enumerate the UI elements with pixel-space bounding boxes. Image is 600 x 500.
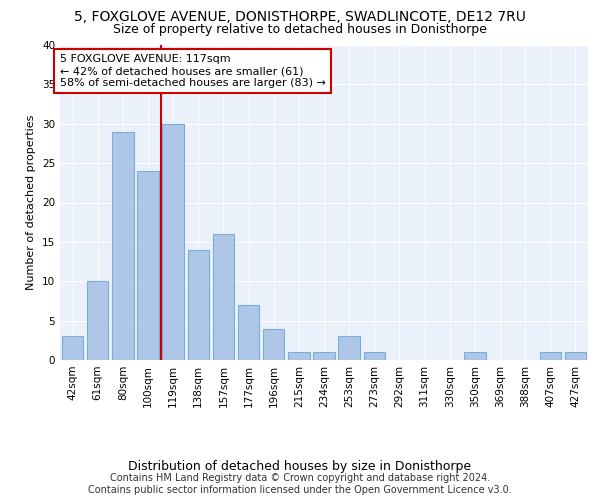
Bar [313, 352, 335, 360]
Bar [213, 234, 234, 360]
Text: 5 FOXGLOVE AVENUE: 117sqm
← 42% of detached houses are smaller (61)
58% of semi-: 5 FOXGLOVE AVENUE: 117sqm ← 42% of detac… [60, 54, 326, 88]
Bar [163, 124, 184, 360]
Text: Distribution of detached houses by size in Donisthorpe: Distribution of detached houses by size … [128, 460, 472, 473]
Bar [137, 171, 158, 360]
Bar [62, 336, 83, 360]
Bar [288, 352, 310, 360]
Bar [87, 281, 109, 360]
Bar [188, 250, 209, 360]
Text: Contains HM Land Registry data © Crown copyright and database right 2024.
Contai: Contains HM Land Registry data © Crown c… [88, 474, 512, 495]
Bar [338, 336, 360, 360]
Bar [263, 328, 284, 360]
Bar [565, 352, 586, 360]
Bar [112, 132, 134, 360]
Bar [539, 352, 561, 360]
Bar [238, 305, 259, 360]
Y-axis label: Number of detached properties: Number of detached properties [26, 115, 37, 290]
Text: 5, FOXGLOVE AVENUE, DONISTHORPE, SWADLINCOTE, DE12 7RU: 5, FOXGLOVE AVENUE, DONISTHORPE, SWADLIN… [74, 10, 526, 24]
Text: Size of property relative to detached houses in Donisthorpe: Size of property relative to detached ho… [113, 22, 487, 36]
Bar [364, 352, 385, 360]
Bar [464, 352, 485, 360]
